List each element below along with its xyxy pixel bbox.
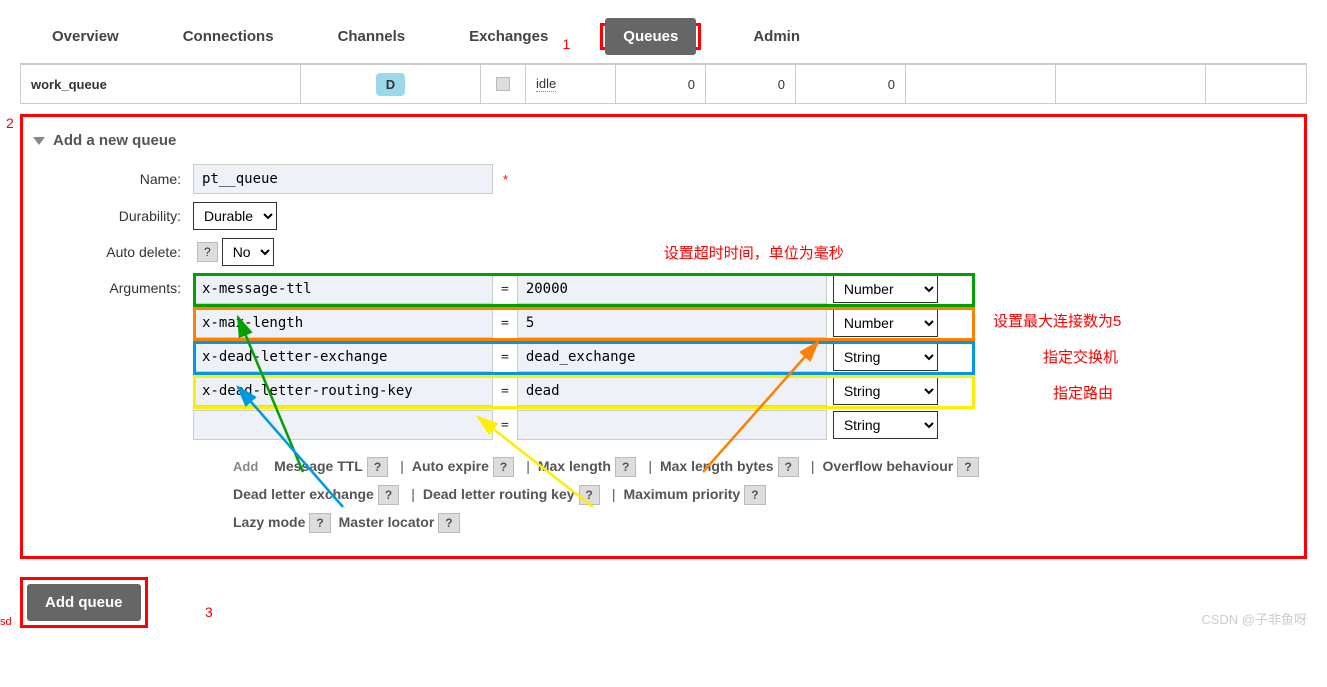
help-icon[interactable]: ?: [438, 513, 459, 533]
annotation-routing: 指定路由: [1053, 382, 1113, 403]
separator: |: [411, 486, 415, 502]
help-icon[interactable]: ?: [493, 457, 514, 477]
arg-type-select[interactable]: String: [833, 377, 938, 405]
argument-row: = Number: [193, 308, 938, 338]
queue-features-cell: D: [301, 65, 481, 103]
name-input[interactable]: [193, 164, 493, 194]
durability-select[interactable]: Durable: [193, 202, 277, 230]
help-icon[interactable]: ?: [309, 513, 330, 533]
arg-key-input[interactable]: [193, 376, 493, 406]
argument-row: = String: [193, 342, 938, 372]
collapse-icon[interactable]: [33, 137, 45, 145]
arg-value-input[interactable]: [517, 376, 827, 406]
tab-channels[interactable]: Channels: [326, 20, 418, 53]
annotation-1: 1: [563, 36, 571, 52]
annotation-maxconn: 设置最大连接数为5: [993, 310, 1121, 331]
empty-cell: [1056, 65, 1206, 103]
arguments-label: Arguments:: [33, 274, 193, 296]
tab-admin[interactable]: Admin: [741, 20, 812, 53]
shortcut-link[interactable]: Maximum priority: [624, 486, 741, 502]
shortcut-link[interactable]: Max length: [538, 458, 611, 474]
watermark: CSDN @子非鱼呀: [1201, 609, 1307, 628]
shortcut-link[interactable]: Message TTL: [274, 458, 363, 474]
arg-type-select[interactable]: Number: [833, 309, 938, 337]
separator: |: [811, 458, 815, 474]
help-icon[interactable]: ?: [197, 242, 218, 262]
help-icon[interactable]: ?: [778, 457, 799, 477]
queue-ready-cell: 0: [616, 65, 706, 103]
durability-label: Durability:: [33, 208, 193, 224]
help-icon[interactable]: ?: [957, 457, 978, 477]
help-icon[interactable]: ?: [579, 485, 600, 505]
equals-label: =: [493, 418, 517, 433]
arg-value-input[interactable]: [517, 308, 827, 338]
help-icon[interactable]: ?: [744, 485, 765, 505]
tab-queues[interactable]: Queues: [605, 18, 696, 55]
autodelete-label: Auto delete:: [33, 244, 193, 260]
sd-label: sd: [0, 616, 12, 628]
empty-cell: [906, 65, 1056, 103]
arg-key-input[interactable]: [193, 410, 493, 440]
tab-connections[interactable]: Connections: [171, 20, 286, 53]
queue-name-cell[interactable]: work_queue: [21, 65, 301, 103]
separator: |: [526, 458, 530, 474]
annotation-3: 3: [205, 604, 213, 620]
shortcut-link[interactable]: Overflow behaviour: [823, 458, 954, 474]
arg-value-input[interactable]: [517, 410, 827, 440]
durable-badge: D: [376, 73, 405, 96]
shortcut-link[interactable]: Master locator: [339, 514, 435, 530]
separator: |: [648, 458, 652, 474]
tab-exchanges[interactable]: Exchanges: [457, 20, 560, 53]
empty-cell: [1206, 65, 1306, 103]
form-title: Add a new queue: [53, 132, 176, 149]
annotation-2: 2: [6, 115, 14, 131]
queue-checkbox-cell: [481, 65, 526, 103]
shortcut-link[interactable]: Dead letter routing key: [423, 486, 575, 502]
separator: |: [400, 458, 404, 474]
tab-overview[interactable]: Overview: [40, 20, 131, 53]
add-label: Add: [233, 459, 258, 474]
help-icon[interactable]: ?: [378, 485, 399, 505]
annotation-timeout: 设置超时时间，单位为毫秒: [664, 242, 844, 263]
add-queue-button[interactable]: Add queue: [27, 584, 141, 621]
required-icon: *: [503, 172, 508, 187]
arg-value-input[interactable]: [517, 274, 827, 304]
arg-type-select[interactable]: String: [833, 343, 938, 371]
queue-unacked-cell: 0: [706, 65, 796, 103]
argument-row: = String: [193, 376, 938, 406]
shortcut-link[interactable]: Lazy mode: [233, 514, 305, 530]
arg-value-input[interactable]: [517, 342, 827, 372]
queue-row: work_queue D idle 0 0 0: [20, 64, 1307, 104]
queue-state-cell: idle: [526, 65, 616, 103]
arg-type-select[interactable]: Number: [833, 275, 938, 303]
arg-key-input[interactable]: [193, 342, 493, 372]
help-icon[interactable]: ?: [615, 457, 636, 477]
argument-row: = String: [193, 410, 938, 440]
argument-shortcuts: Add Message TTL?|Auto expire?|Max length…: [233, 452, 1294, 536]
add-queue-form: Add a new queue Name: * Durability: Dura…: [20, 114, 1307, 559]
arg-key-input[interactable]: [193, 308, 493, 338]
nav-tabs: Overview Connections Channels Exchanges …: [20, 10, 1307, 64]
shortcut-link[interactable]: Max length bytes: [660, 458, 774, 474]
help-icon[interactable]: ?: [367, 457, 388, 477]
arg-key-input[interactable]: [193, 274, 493, 304]
arg-type-select[interactable]: String: [833, 411, 938, 439]
equals-label: =: [493, 350, 517, 365]
shortcut-link[interactable]: Auto expire: [412, 458, 489, 474]
queue-total-cell: 0: [796, 65, 906, 103]
argument-row: = Number: [193, 274, 938, 304]
equals-label: =: [493, 384, 517, 399]
equals-label: =: [493, 316, 517, 331]
annotation-exchange: 指定交换机: [1043, 346, 1118, 367]
name-label: Name:: [33, 171, 193, 187]
state-text: idle: [536, 76, 556, 92]
disabled-checkbox-icon: [496, 77, 510, 91]
equals-label: =: [493, 282, 517, 297]
autodelete-select[interactable]: No: [222, 238, 274, 266]
shortcut-link[interactable]: Dead letter exchange: [233, 486, 374, 502]
separator: |: [612, 486, 616, 502]
